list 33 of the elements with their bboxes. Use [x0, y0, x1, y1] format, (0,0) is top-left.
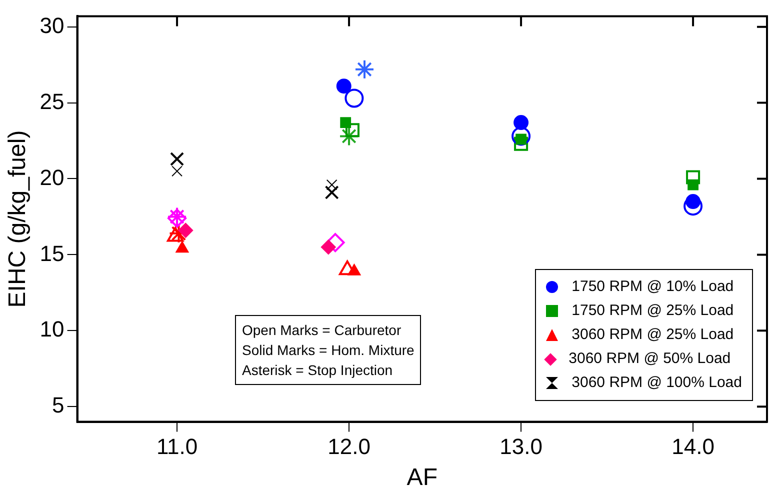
point	[344, 88, 364, 108]
x-tick-label: 14.0	[672, 434, 714, 460]
x-tick-label: 11.0	[156, 434, 198, 460]
y-tick-label: 5	[52, 392, 64, 418]
annotation: Open Marks = Carburetor	[242, 321, 402, 340]
y-axis-title: EIHC (g/kg_fuel)	[4, 130, 32, 308]
legend-label: 3060 RPM @ 25% Load	[572, 326, 734, 343]
y-tick-label: 10	[40, 316, 64, 342]
point	[326, 179, 338, 190]
y-tick-label: 30	[40, 12, 64, 38]
point	[512, 126, 531, 146]
annotation: Solid Marks = Hom. Mixture	[242, 341, 414, 360]
point	[340, 117, 352, 128]
point	[514, 115, 529, 130]
point	[354, 59, 375, 80]
point	[326, 233, 345, 252]
point	[686, 170, 700, 184]
legend-label: 3060 RPM @ 100% Load	[572, 374, 742, 391]
y-tick-label: 20	[40, 164, 64, 190]
x-axis-title: AF	[406, 464, 438, 492]
point	[688, 179, 698, 190]
point	[336, 78, 352, 94]
x-tick-label: 13.0	[500, 434, 542, 460]
annotation: Asterisk = Stop Injection	[242, 361, 394, 380]
point	[178, 222, 194, 238]
point	[176, 241, 189, 253]
y-tick-label: 15	[40, 240, 64, 266]
legend-label: 1750 RPM @ 25% Load	[572, 302, 734, 319]
y-tick-label: 25	[40, 88, 64, 114]
legend-label: 3060 RPM @ 50% Load	[568, 350, 731, 367]
x-tick-label: 12.0	[328, 434, 370, 460]
point	[345, 123, 360, 138]
legend-label: 1750 RPM @ 10% Load	[572, 278, 734, 295]
